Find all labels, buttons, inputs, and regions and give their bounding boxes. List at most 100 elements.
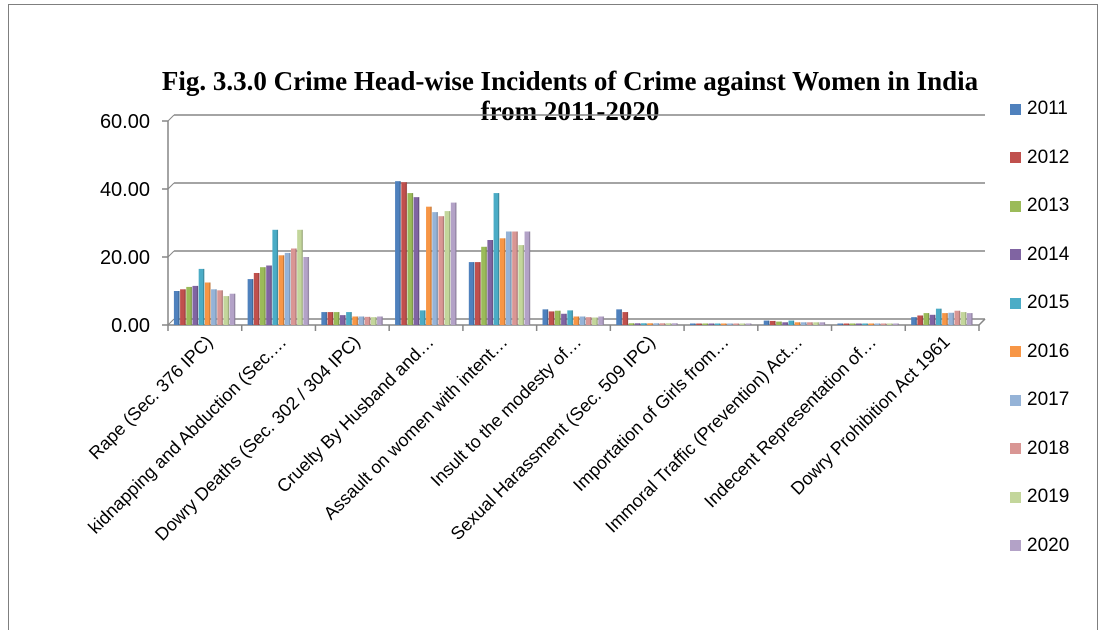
bar-2017 — [211, 289, 217, 325]
bar-shade — [921, 315, 924, 325]
bar-shade — [823, 322, 826, 325]
bar-shade — [768, 320, 770, 325]
bar-2019 — [592, 317, 598, 325]
bar-2016 — [720, 323, 727, 325]
bar-shade — [436, 212, 439, 325]
bar-shade — [799, 322, 801, 325]
bar-2011 — [321, 312, 327, 325]
legend-label: 2018 — [1027, 437, 1070, 459]
legend-label: 2019 — [1027, 486, 1070, 507]
chart-frame — [8, 4, 1098, 630]
bar-2015 — [641, 323, 647, 325]
legend-item-2014: 2014 — [1010, 244, 1069, 266]
bar-shade — [866, 323, 869, 325]
bar-shade — [946, 313, 948, 325]
bar-2017 — [653, 323, 660, 325]
bar-shade — [276, 229, 279, 325]
bar-shade — [190, 286, 193, 325]
bar-2014 — [192, 285, 199, 325]
bar-2014 — [782, 322, 788, 325]
bar-shade — [252, 279, 254, 325]
bar-2018 — [512, 231, 518, 325]
bar-2018 — [585, 317, 592, 325]
bar-shade — [307, 257, 310, 325]
bar-2012 — [548, 311, 555, 325]
bar-shade — [885, 323, 887, 325]
bar-shade — [381, 316, 383, 325]
bar-2019 — [297, 229, 303, 325]
bar-2012 — [769, 320, 776, 325]
legend-item-2012: 2012 — [1010, 147, 1069, 169]
bar-2012 — [253, 272, 260, 325]
bar-shade — [442, 216, 445, 325]
bar-shade — [516, 231, 518, 325]
bar-shade — [897, 323, 899, 325]
legend-swatch — [1010, 200, 1021, 212]
bar-shade — [841, 323, 844, 325]
legend-swatch — [1010, 540, 1021, 551]
gridline-depth — [167, 318, 175, 326]
bar-shade — [854, 323, 856, 325]
bar-shade — [596, 317, 598, 325]
bar-2015 — [567, 310, 573, 325]
legend-item-2020: 2020 — [1010, 535, 1069, 557]
bar-2016 — [573, 316, 580, 325]
bar-shade — [817, 322, 820, 325]
bar-2013 — [481, 246, 487, 325]
bar-shade — [719, 323, 721, 325]
bar-2017 — [284, 252, 291, 325]
legend-label: 2013 — [1027, 195, 1070, 216]
bar-2014 — [634, 323, 641, 325]
bar-shade — [694, 323, 696, 325]
legend-label: 2012 — [1027, 146, 1070, 168]
bar-2020 — [524, 231, 531, 325]
x-axis-depth — [978, 318, 986, 326]
bar-shade — [645, 323, 647, 325]
bar-shade — [725, 323, 727, 325]
bar-2016 — [278, 255, 285, 325]
legend-swatch — [1010, 394, 1021, 406]
bar-2017 — [948, 312, 954, 325]
bar-2018 — [807, 322, 813, 325]
bar-shade — [362, 316, 365, 325]
bar-2019 — [960, 312, 967, 325]
legend-label: 2011 — [1027, 98, 1068, 119]
bar-2013 — [186, 286, 192, 325]
legend-swatch — [1010, 297, 1021, 309]
bar-2020 — [893, 323, 899, 325]
bar-shade — [633, 323, 635, 325]
bar-2016 — [868, 323, 874, 325]
legend-label: 2020 — [1027, 534, 1070, 556]
bar-2015 — [714, 323, 721, 325]
bar-shade — [497, 193, 500, 325]
bar-shade — [227, 296, 230, 325]
bar-shade — [289, 252, 291, 325]
bar-shade — [565, 313, 567, 325]
legend-swatch — [1010, 103, 1021, 115]
bar-shade — [221, 290, 224, 325]
bar-shade — [879, 323, 881, 325]
bar-2015 — [272, 229, 278, 325]
bar-2014 — [929, 314, 936, 325]
bar-shade — [504, 238, 506, 325]
bar-shade — [522, 245, 525, 325]
bar-2011 — [689, 323, 696, 325]
bar-2020 — [229, 293, 236, 325]
legend-item-2011: 2011 — [1010, 98, 1068, 120]
bar-shade — [965, 312, 967, 325]
bar-shade — [577, 316, 580, 325]
bar-shade — [344, 315, 346, 325]
bar-2012 — [622, 312, 629, 325]
bar-2014 — [856, 323, 862, 325]
bar-shade — [731, 323, 733, 325]
bar-2020 — [819, 322, 826, 325]
bar-2019 — [813, 322, 819, 325]
bar-2011 — [395, 181, 401, 325]
legend-label: 2015 — [1027, 292, 1070, 313]
bar-2015 — [198, 268, 205, 325]
bar-2012 — [917, 315, 923, 325]
bar-shade — [350, 312, 352, 325]
bar-2020 — [377, 316, 383, 325]
bar-shade — [455, 202, 457, 325]
bar-2013 — [776, 321, 782, 325]
